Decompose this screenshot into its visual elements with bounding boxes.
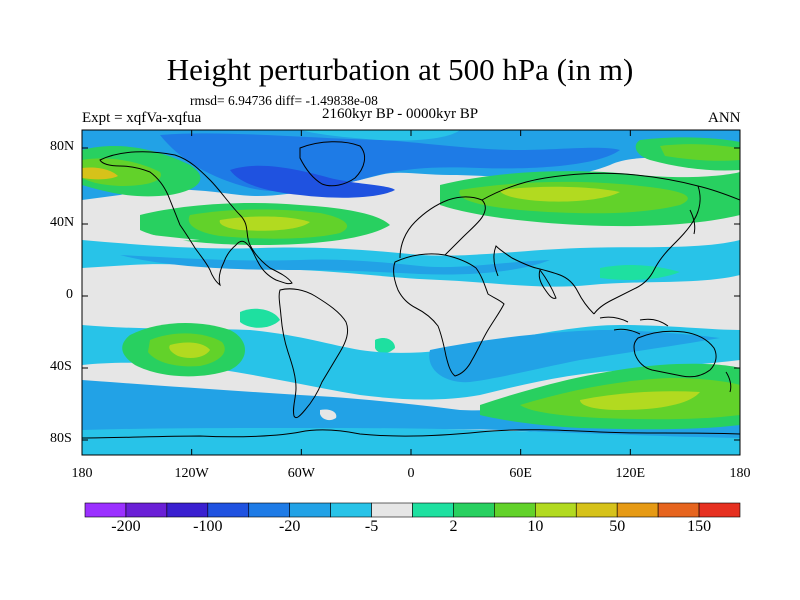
colorbar-swatch <box>248 502 290 518</box>
colorbar-swatch <box>535 502 577 518</box>
lat-label: 80N <box>50 139 75 154</box>
colorbar-swatch <box>289 502 331 518</box>
colorbar-swatch <box>698 502 741 518</box>
period-label: 2160kyr BP - 0000kyr BP <box>322 106 479 122</box>
axis-ticks <box>81 130 741 455</box>
tropical-atlantic-patch <box>375 337 395 354</box>
colorbar-swatch <box>84 502 127 518</box>
colorbar-label: 10 <box>527 518 544 535</box>
colorbar-swatch <box>494 502 536 518</box>
greenland-coast <box>299 141 366 187</box>
tropical-pacific-green-patch <box>240 308 280 328</box>
midlat-negative-core <box>120 255 550 275</box>
north-atlantic-core <box>230 165 395 198</box>
north-pacific-east-inner <box>660 144 740 161</box>
south-america-coast <box>278 288 349 419</box>
colorbar-label: -100 <box>193 518 223 535</box>
northwest-pacific-patch <box>600 265 680 280</box>
new-zealand-coast <box>725 371 732 393</box>
stats-line: rmsd= 6.94736 diff= -1.49838e-08 <box>190 93 378 108</box>
coastlines <box>82 141 740 439</box>
lat-label: 40N <box>50 215 75 230</box>
australia-coast <box>633 330 717 378</box>
colorbar <box>84 502 741 518</box>
colorbar-swatch <box>125 502 168 518</box>
height-field <box>82 130 740 455</box>
midlat-white-gap <box>82 225 200 241</box>
colorbar-swatch <box>207 502 250 518</box>
colorbar-swatch <box>330 502 372 518</box>
colorbar-label: -200 <box>111 518 141 535</box>
colorbar-swatch <box>616 502 659 518</box>
lon-label: 120W <box>174 466 209 481</box>
africa-coast <box>393 253 505 377</box>
japan-coast <box>689 209 696 235</box>
antarctica-coast <box>82 429 740 439</box>
colorbar-label: 50 <box>609 518 626 535</box>
indian-peninsula <box>538 268 557 299</box>
north-atlantic-peak <box>219 216 310 231</box>
eurasia-peak <box>500 186 620 202</box>
colorbar-swatch <box>453 502 495 518</box>
colorbar-swatch <box>657 502 700 518</box>
colorbar-swatch <box>166 502 209 518</box>
season-label: ANN <box>708 110 741 126</box>
southeast-asia-islands <box>599 316 669 335</box>
colorbar-label: 150 <box>687 518 712 535</box>
colorbar-swatch <box>371 502 413 518</box>
south-pacific-peak <box>169 342 210 358</box>
colorbar-label: 2 <box>449 518 458 535</box>
arctic-light-negative <box>300 130 460 141</box>
antarctic-white-patch <box>320 409 337 421</box>
lon-label: 120E <box>615 466 646 481</box>
colorbar-swatch <box>575 502 618 518</box>
lat-label: 80S <box>50 431 72 446</box>
lon-label: 60E <box>509 466 532 481</box>
antarctic-negative <box>82 428 740 455</box>
lon-label: 180 <box>729 466 751 481</box>
south-negative-core <box>429 330 720 383</box>
colorbar-label: -20 <box>279 518 301 535</box>
lon-label: 180 <box>71 466 93 481</box>
figure-title: Height perturbation at 500 hPa (in m) <box>166 52 634 87</box>
midlat-negative-belt <box>82 240 740 287</box>
lon-label: 0 <box>407 466 415 481</box>
lat-label: 40S <box>50 359 72 374</box>
lat-label: 0 <box>66 287 73 302</box>
experiment-label: Expt = xqfVa-xqfua <box>82 110 202 126</box>
indian-ocean-peak <box>580 391 700 410</box>
north-pacific-peak <box>82 167 118 180</box>
north-america-coast <box>99 151 293 287</box>
lon-label: 60W <box>287 466 315 481</box>
colorbar-label: -5 <box>364 518 379 535</box>
colorbar-swatch <box>412 502 454 518</box>
